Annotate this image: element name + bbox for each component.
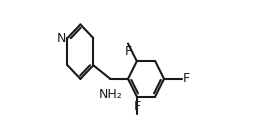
Text: NH₂: NH₂ xyxy=(99,88,122,101)
Text: N: N xyxy=(57,32,66,45)
Text: F: F xyxy=(183,72,190,85)
Text: F: F xyxy=(133,100,140,113)
Text: F: F xyxy=(124,45,132,58)
